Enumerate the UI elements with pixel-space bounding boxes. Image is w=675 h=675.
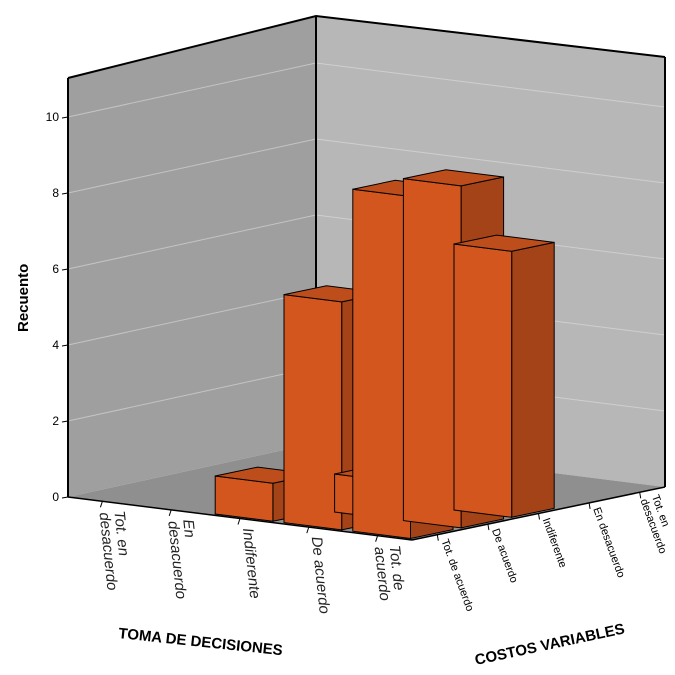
x-tick-label: Indiferente xyxy=(239,527,263,599)
bar-front xyxy=(352,188,411,540)
bar-front xyxy=(283,294,343,531)
gridline xyxy=(67,214,317,270)
x-tick-label: Endesacuerdo xyxy=(164,519,204,600)
gridline xyxy=(67,290,317,346)
z-tick-label: En desacuerdo xyxy=(590,506,627,580)
z-tick-label: De acuerdo xyxy=(489,527,520,585)
gridline xyxy=(67,138,317,194)
x-tick-label: De acuerdo xyxy=(308,536,333,615)
bar-side xyxy=(511,241,555,518)
z-tick-label: Tot. endesacuerdo xyxy=(638,493,675,555)
z-tick-mark xyxy=(588,502,591,509)
y-tick-label: 6 xyxy=(52,262,59,276)
gridline xyxy=(67,62,317,118)
bar-top xyxy=(403,169,504,187)
x-tick-mark xyxy=(99,501,103,508)
z-tick-mark xyxy=(487,524,490,531)
x-tick-mark xyxy=(237,518,241,525)
gridline xyxy=(315,138,666,184)
gridline xyxy=(67,366,317,422)
x-tick-mark xyxy=(306,526,310,534)
z-tick-label: Tot. de acuerdo xyxy=(438,538,475,613)
z-tick-label: Indiferente xyxy=(540,516,569,569)
y-tick-label: 0 xyxy=(52,490,59,504)
y-tick-mark xyxy=(61,192,69,195)
y-tick-mark xyxy=(61,116,69,119)
bar-front xyxy=(453,243,513,518)
y-tick-mark xyxy=(61,420,69,423)
gridline xyxy=(315,62,666,108)
left-back-wall xyxy=(68,16,316,497)
y-tick-label: 2 xyxy=(52,414,59,428)
x-tick-mark xyxy=(168,509,172,517)
z-tick-mark xyxy=(538,513,540,520)
z-axis-title: COSTOS VARIABLES xyxy=(473,621,626,669)
y-tick-label: 10 xyxy=(46,110,60,124)
y-tick-label: 4 xyxy=(52,338,59,352)
bar-top xyxy=(453,234,555,252)
y-tick-mark xyxy=(61,344,69,347)
x-axis-title: TOMA DE DECISIONES xyxy=(118,625,284,659)
x-tick-label: Tot. deacuerdo xyxy=(371,544,408,601)
x-tick-mark xyxy=(375,535,379,542)
x-tick-label: Tot. endesacuerdo xyxy=(96,510,136,591)
z-tick-mark xyxy=(639,492,642,499)
bar-front xyxy=(214,475,274,522)
bar-front xyxy=(402,178,462,529)
y-axis-title: Recuento xyxy=(15,264,32,332)
bar xyxy=(453,234,555,518)
z-tick-mark xyxy=(436,534,439,541)
y-tick-mark xyxy=(61,268,69,271)
y-tick-mark xyxy=(61,496,69,499)
y-tick-label: 8 xyxy=(52,186,59,200)
